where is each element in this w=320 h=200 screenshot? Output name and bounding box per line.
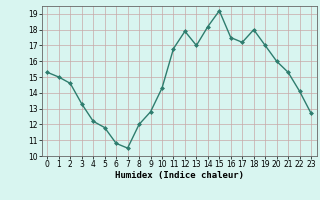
X-axis label: Humidex (Indice chaleur): Humidex (Indice chaleur) — [115, 171, 244, 180]
